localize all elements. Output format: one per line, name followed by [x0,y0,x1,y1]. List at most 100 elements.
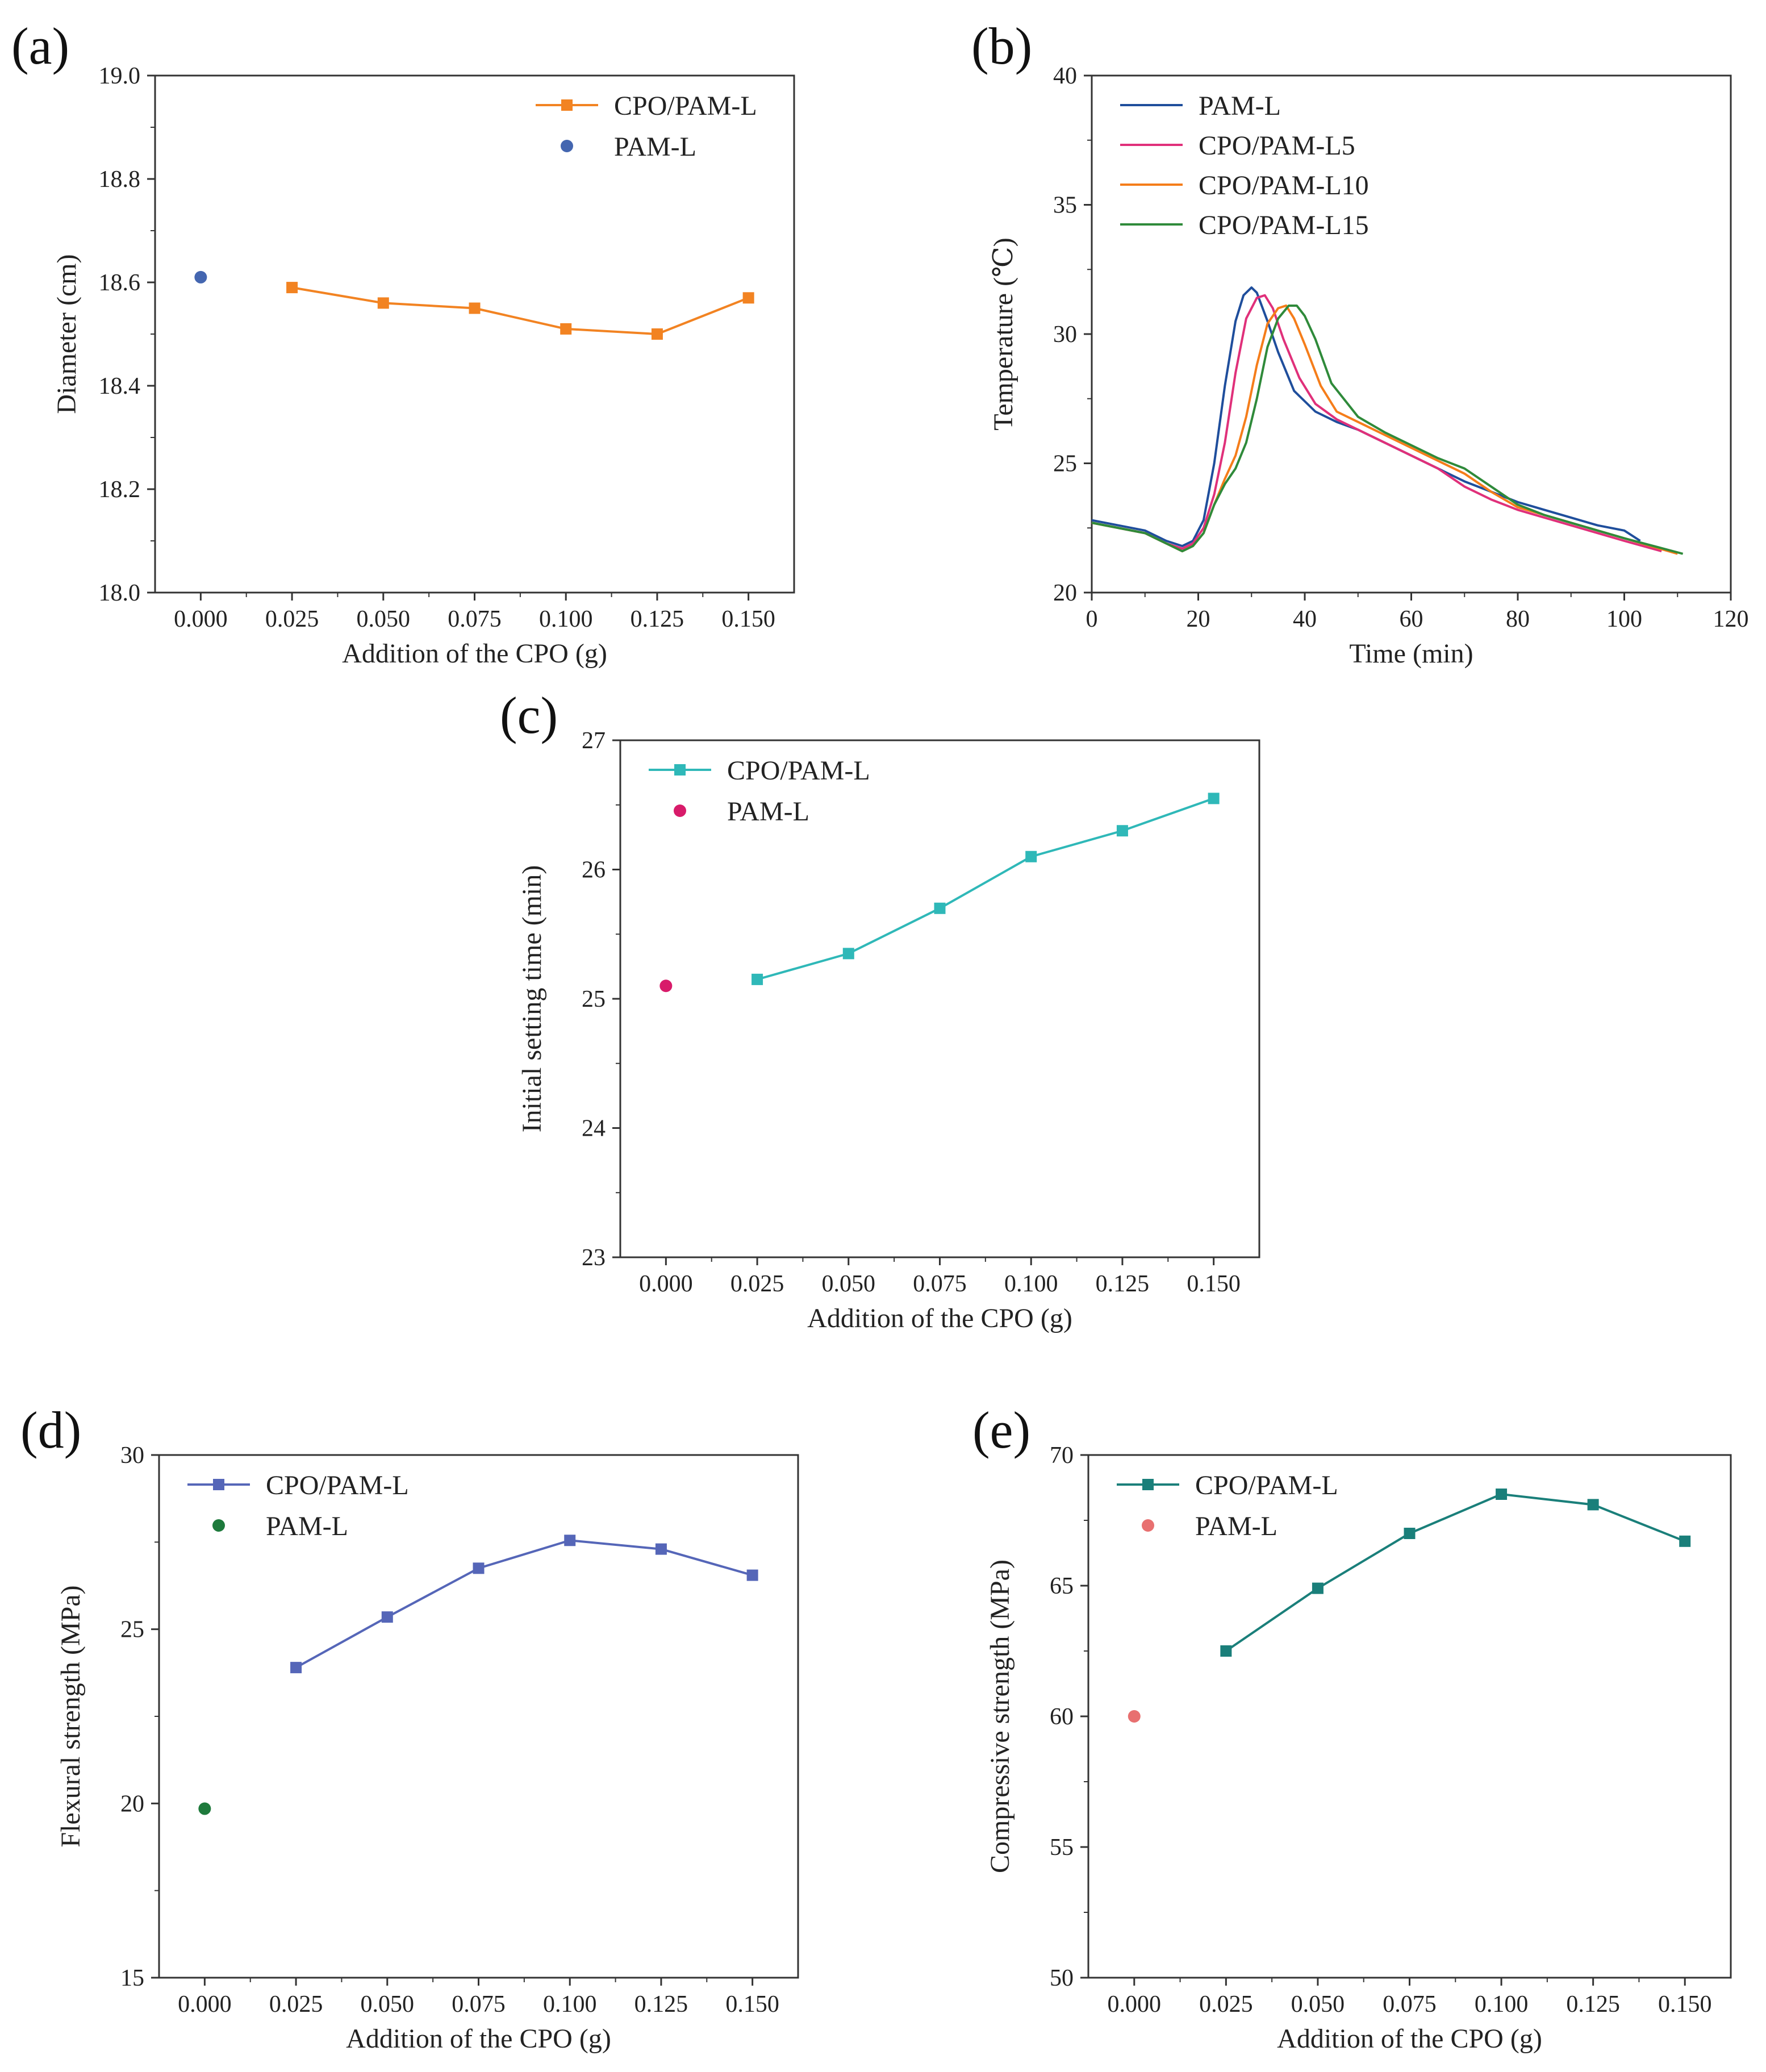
legend: PAM-L CPO/PAM-L5 CPO/PAM-L10 CPO/PAM-L15 [1120,91,1369,240]
y-tick-label: 27 [582,728,606,754]
panel-d: (d) 0.000 0.025 0.050 0.075 0.100 0.125 0.150 15… [20,1401,799,2054]
plot-frame [154,74,795,594]
panel-c: (c) 0.000 0.025 0.050 0.075 0.100 0.125 0.150 23… [500,686,1260,1333]
data-point [659,979,673,993]
plot-frame [619,739,1260,1258]
data-point [290,1662,302,1674]
x-tick-label: 80 [1506,606,1530,632]
x-tick-label: 0 [1086,606,1098,632]
series-pam-l [1091,286,1641,548]
x-tick-label: 0.100 [539,606,593,632]
series-line [291,286,749,335]
panel-a: (a) 0.000 0.025 0.050 0.075 0.100 0.125 0.150 18… [11,17,795,669]
x-axis: 0 20 40 60 80 100 120 [1086,593,1749,632]
x-tick-label: 0.150 [725,1991,779,2017]
data-point [1025,851,1037,862]
x-axis: 0.000 0.025 0.050 0.075 0.100 0.125 0.150 [178,1978,779,2017]
data-point [1312,1582,1324,1594]
y-tick-label: 30 [120,1443,144,1469]
y-tick-label: 18.0 [99,580,141,606]
x-tick-label: 0.000 [1108,1991,1162,2017]
y-tick-label: 60 [1050,1704,1074,1730]
x-tick-label: 0.050 [361,1991,415,2017]
y-axis: 20 25 30 35 40 [1053,63,1092,606]
legend-label: CPO/PAM-L5 [1199,131,1355,161]
legend: CPO/PAM-L PAM-L [536,91,757,162]
x-tick-label: 0.050 [357,606,411,632]
x-tick-label: 120 [1713,606,1749,632]
data-point [651,328,663,340]
data-point [934,902,946,914]
legend-swatch-marker [212,1519,225,1532]
plot-frame [158,1454,799,1979]
y-axis-title: Compressive strength (MPa) [985,1560,1015,1873]
data-point [746,1569,758,1581]
data-point [655,1543,667,1555]
series-cpo-pam-l [752,793,1220,985]
data-point [286,282,298,294]
panel-b: (b) 0 20 40 60 80 100 120 20 25 30 35 40 Time (min) Te… [971,17,1749,669]
data-point [1220,1645,1232,1657]
data-point [1679,1535,1691,1547]
x-tick-label: 0.075 [448,606,502,632]
series-cpo-pam-l15 [1091,304,1684,555]
series-line [1091,294,1662,553]
x-axis-title: Addition of the CPO (g) [346,2024,611,2054]
legend-label: PAM-L [1195,1511,1277,1541]
panel-label: (d) [20,1401,81,1459]
data-point [742,292,754,304]
x-tick-label: 40 [1293,606,1317,632]
y-axis: 23 24 25 26 27 [582,728,620,1271]
x-tick-label: 0.050 [822,1271,876,1297]
x-tick-label: 0.000 [178,1991,232,2017]
legend-label: PAM-L [614,132,696,162]
series-cpo-pam-l [1220,1489,1691,1657]
x-tick-label: 100 [1606,606,1642,632]
x-tick-label: 0.125 [634,1991,688,2017]
y-tick-label: 55 [1050,1835,1074,1861]
legend-label: CPO/PAM-L [727,756,870,786]
data-point [473,1562,485,1574]
panel-e: (e) 0.000 0.025 0.050 0.075 0.100 0.125 0.150 50… [972,1401,1732,2054]
x-tick-label: 0.000 [639,1271,693,1297]
data-point [469,302,481,314]
y-axis-title: Flexural strength (MPa) [56,1585,86,1847]
legend-label: PAM-L [1199,91,1281,121]
series-pam-l [1128,1710,1141,1723]
legend-swatch-marker [1142,1519,1154,1532]
data-point [842,948,854,960]
legend-swatch-marker [561,140,573,152]
y-tick-label: 18.4 [99,373,141,399]
series-line [1091,286,1641,548]
series-line [1091,304,1678,555]
series-pam-l [194,270,207,284]
x-tick-label: 60 [1400,606,1423,632]
legend-swatch-marker [561,99,573,111]
legend-label: CPO/PAM-L [266,1470,409,1500]
y-tick-label: 65 [1050,1573,1074,1599]
y-tick-label: 70 [1050,1443,1074,1469]
legend-swatch-marker [674,764,686,776]
data-point [564,1535,576,1546]
x-axis-title: Addition of the CPO (g) [807,1303,1072,1333]
series-cpo-pam-l5 [1091,294,1662,553]
x-tick-label: 0.025 [1199,1991,1253,2017]
y-axis: 18.0 18.2 18.4 18.6 18.8 19.0 [99,63,155,606]
y-tick-label: 20 [1053,580,1077,606]
x-tick-label: 0.025 [730,1271,784,1297]
y-tick-label: 23 [582,1245,606,1271]
x-tick-label: 0.150 [1658,1991,1712,2017]
series-pam-l [659,979,673,993]
x-axis: 0.000 0.025 0.050 0.075 0.100 0.125 0.150 [639,1257,1241,1297]
x-tick-label: 0.000 [174,606,228,632]
y-tick-label: 18.6 [99,270,141,296]
y-tick-label: 18.2 [99,477,141,503]
y-tick-label: 35 [1053,193,1077,219]
data-point [1496,1489,1508,1500]
legend-swatch-marker [213,1479,224,1490]
x-tick-label: 0.100 [543,1991,597,2017]
data-point [377,297,389,309]
x-tick-label: 0.075 [452,1991,506,2017]
data-point [381,1611,393,1623]
data-point [194,270,207,284]
